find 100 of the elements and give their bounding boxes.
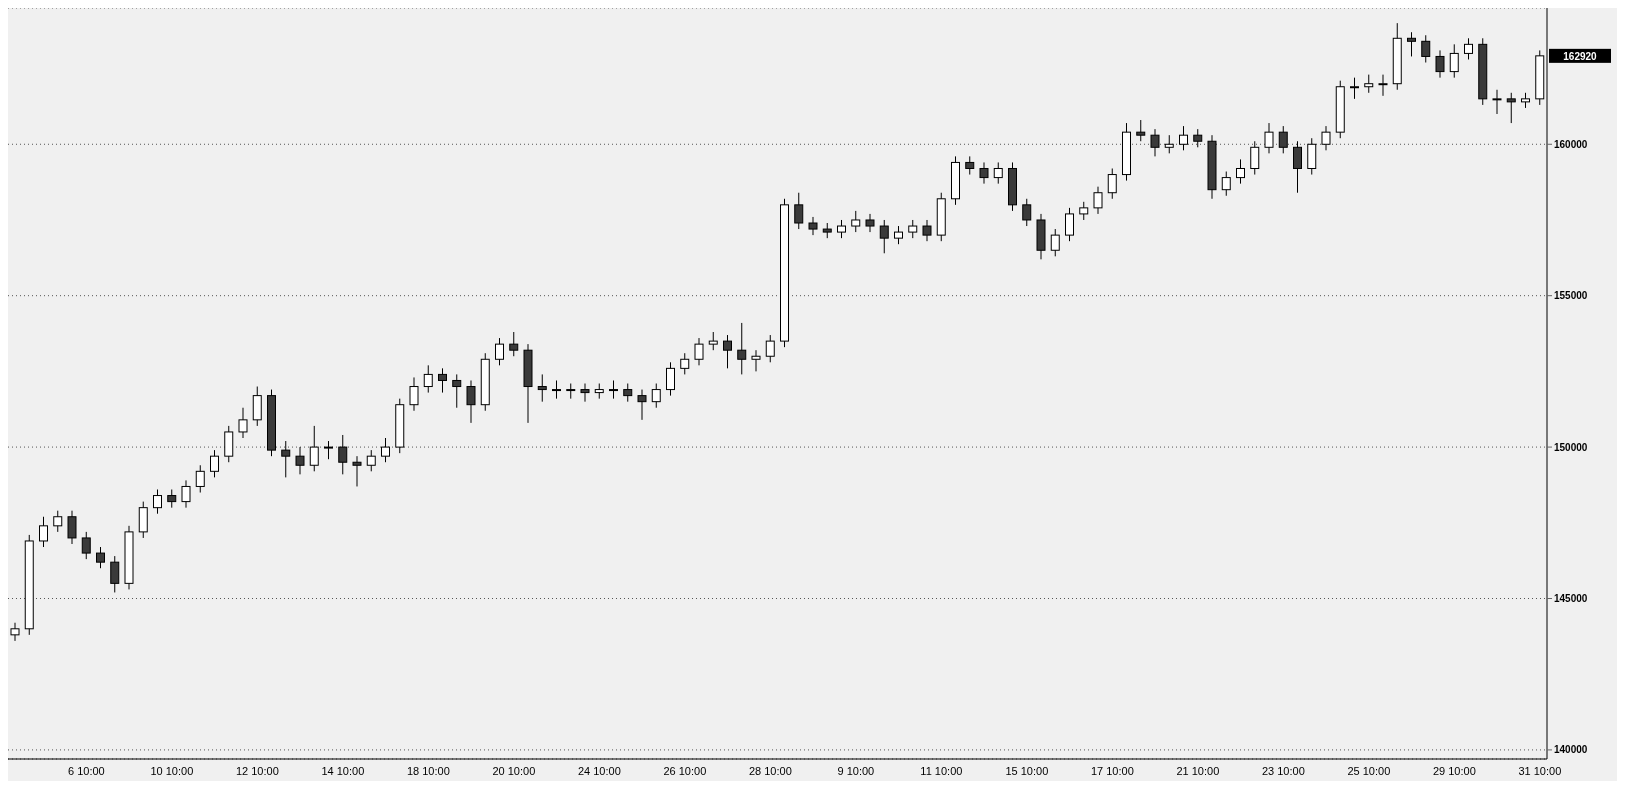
candlestick xyxy=(865,213,875,233)
candlestick xyxy=(552,379,561,400)
candlestick xyxy=(495,337,504,366)
candlestick xyxy=(751,349,761,372)
x-tick-label: 12 10:00 xyxy=(235,764,279,777)
candlestick xyxy=(1350,77,1359,100)
x-tick-label: 10 10:00 xyxy=(150,764,194,777)
candlestick xyxy=(509,331,519,357)
candlestick xyxy=(338,434,348,475)
candlestick xyxy=(1364,74,1374,94)
candlestick xyxy=(708,331,718,351)
candlestick xyxy=(879,219,889,254)
candlestick xyxy=(423,364,433,394)
y-tick-label: 155000 xyxy=(1554,290,1588,302)
candlestick xyxy=(1492,89,1502,115)
candlestick xyxy=(1378,74,1388,97)
candlestick xyxy=(438,367,447,394)
candlestick xyxy=(153,488,162,515)
candlestick xyxy=(623,383,633,403)
candlestick xyxy=(651,383,661,409)
candlestick xyxy=(794,192,804,230)
candlestick xyxy=(1506,92,1516,124)
candlestick xyxy=(96,546,105,569)
x-tick-label: 23 10:00 xyxy=(1261,764,1305,777)
candlestick xyxy=(837,219,846,239)
candlestick xyxy=(167,488,177,509)
candlestick xyxy=(580,383,590,403)
candlestick xyxy=(67,510,77,545)
x-tick-label: 15 10:00 xyxy=(1005,764,1049,777)
candlestick xyxy=(1321,125,1331,151)
candlestick xyxy=(1449,43,1459,79)
x-tick-label: 21 10:00 xyxy=(1176,764,1220,777)
text: 162920 xyxy=(1563,50,1598,62)
candlestick xyxy=(381,437,390,463)
x-tick-label: 9 10:00 xyxy=(837,764,875,777)
y-tick-label: 150000 xyxy=(1554,441,1588,453)
candlestick xyxy=(281,440,291,478)
candlestick xyxy=(409,376,419,412)
candlestick xyxy=(694,337,704,366)
candlestick xyxy=(1264,122,1274,154)
candlestick xyxy=(1421,34,1431,64)
candlestick xyxy=(210,449,219,478)
candlestick xyxy=(894,225,903,245)
x-tick-label: 29 10:00 xyxy=(1432,764,1476,777)
candlestick xyxy=(295,446,305,475)
candlestick xyxy=(1164,134,1174,154)
candlestick xyxy=(993,161,1003,185)
candlestick xyxy=(1093,186,1103,215)
candlestick xyxy=(1221,171,1231,197)
candlestick xyxy=(366,449,376,472)
candlestick xyxy=(1250,140,1260,176)
candlestick xyxy=(352,455,362,487)
candlestick xyxy=(680,352,690,375)
candlestick xyxy=(666,361,675,397)
x-tick-label: 28 10:00 xyxy=(748,764,792,777)
candlestick xyxy=(452,373,462,409)
candlestick xyxy=(81,531,91,560)
y-tick-label: 160000 xyxy=(1554,138,1588,150)
x-tick-label: 11 10:00 xyxy=(920,764,963,777)
candlestick xyxy=(979,161,989,185)
y-tick-label: 140000 xyxy=(1554,744,1588,756)
candlestick xyxy=(637,389,647,421)
candlestick xyxy=(1464,37,1473,60)
candlestick xyxy=(737,322,747,375)
candlestick xyxy=(1278,125,1288,154)
candlestick xyxy=(922,219,932,242)
candlestick xyxy=(466,379,476,424)
candlestick xyxy=(1136,119,1146,142)
candlestick xyxy=(851,210,861,233)
candlestick xyxy=(1293,140,1302,194)
candlestick xyxy=(1236,158,1245,185)
candlestick xyxy=(908,219,918,239)
candlestick xyxy=(1065,207,1074,242)
candlestick xyxy=(965,155,975,176)
candlestick xyxy=(10,622,20,642)
candlestick xyxy=(238,407,248,439)
candlestick xyxy=(1407,31,1416,57)
candlestick xyxy=(53,510,63,533)
x-tick-label: 24 10:00 xyxy=(577,764,621,777)
candlestick xyxy=(537,373,547,403)
candlestick xyxy=(1050,228,1060,257)
candlestick xyxy=(309,425,319,472)
x-tick-label: 20 10:00 xyxy=(492,764,536,777)
candlestick xyxy=(195,464,205,494)
candlestick xyxy=(723,334,732,369)
candlestick xyxy=(324,440,333,460)
candlestick xyxy=(765,334,775,363)
candlestick xyxy=(808,216,818,236)
candlestick xyxy=(1150,128,1160,157)
candlestick xyxy=(1022,198,1032,227)
x-tick-label: 25 10:00 xyxy=(1347,764,1391,777)
candlestick xyxy=(1193,128,1203,148)
x-tick-label: 6 10:00 xyxy=(68,764,105,777)
x-tick-label: 26 10:00 xyxy=(663,764,707,777)
candlestick xyxy=(1179,125,1188,151)
candlestick xyxy=(39,516,48,548)
candlestick xyxy=(110,555,120,593)
candlestick xyxy=(1435,49,1445,79)
candlestick xyxy=(181,479,191,509)
x-tick-label: 17 10:00 xyxy=(1090,764,1134,777)
